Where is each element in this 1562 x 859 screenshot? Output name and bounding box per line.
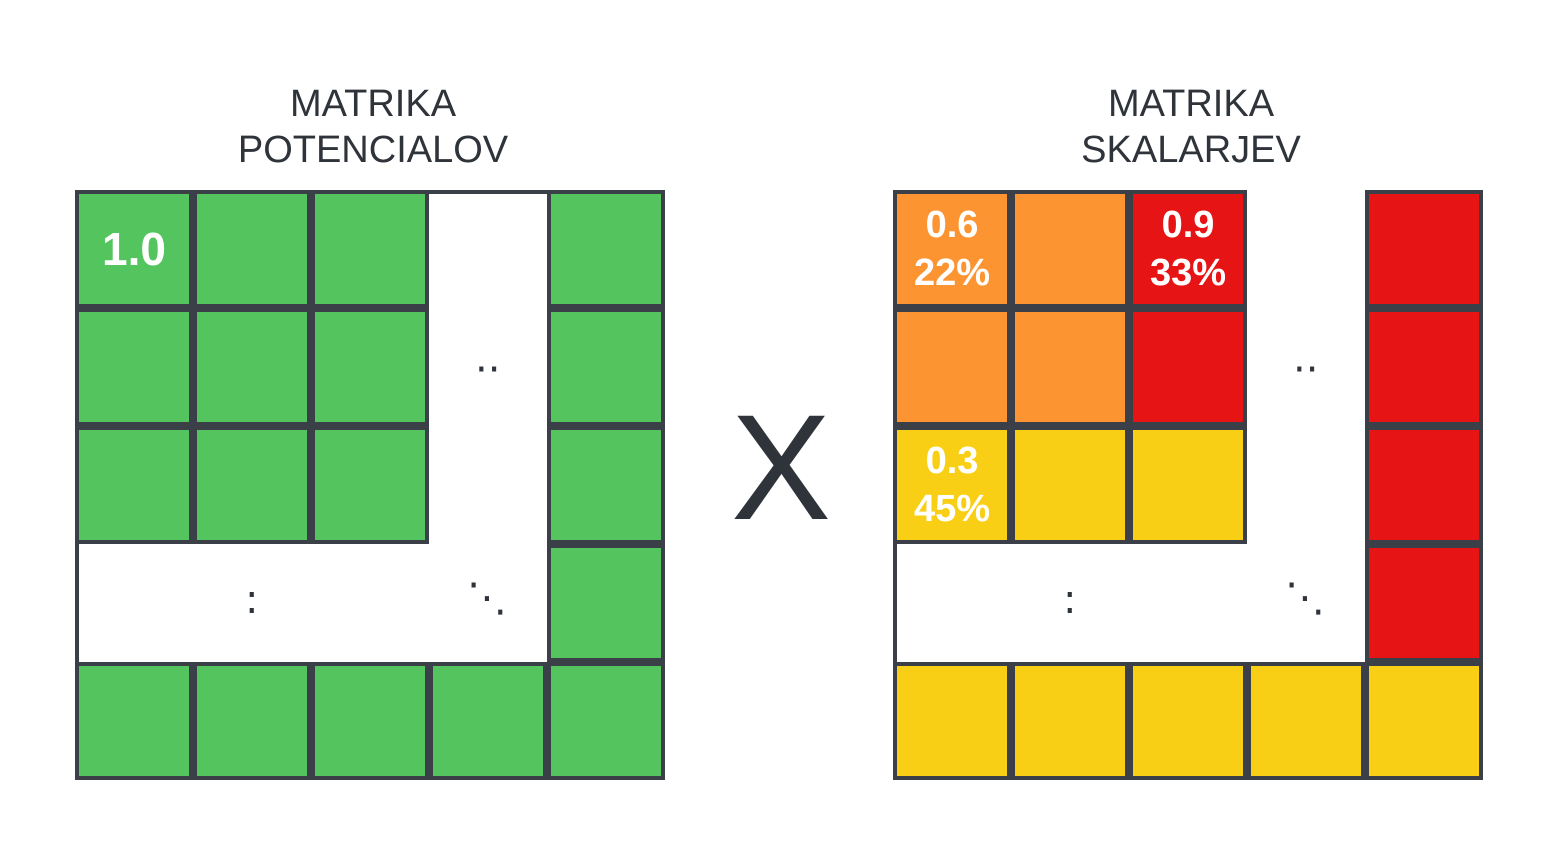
left-title-line2: POTENCIALOV (237, 129, 509, 171)
potential-cell (311, 662, 429, 780)
potential-cell (193, 190, 311, 308)
scalar-cell (1129, 426, 1247, 544)
potential-cell (311, 308, 429, 426)
potential-cell: 1.0 (75, 190, 193, 308)
potential-cell (547, 308, 665, 426)
potential-cell (193, 426, 311, 544)
scalar-cell: 0.3 45% (893, 426, 1011, 544)
left-border-segment (75, 544, 79, 662)
potential-cell (311, 190, 429, 308)
left-title-line1: MATRIKA (289, 83, 457, 125)
scalar-cell: 0.6 22% (893, 190, 1011, 308)
scalar-cell (1365, 190, 1483, 308)
potential-cell (311, 426, 429, 544)
scalar-value: 0.9 (1161, 204, 1215, 246)
potential-cell (547, 662, 665, 780)
potential-cell (547, 190, 665, 308)
right-title-line2: SKALARJEV (1081, 129, 1301, 171)
scalar-cell (1129, 662, 1247, 780)
scalar-label: 0.9 33% (1150, 201, 1226, 297)
scalar-label: 0.6 22% (914, 201, 990, 297)
potential-cell (429, 662, 547, 780)
left-border-segment (893, 544, 897, 662)
scalar-cell (1365, 662, 1483, 780)
top-border-segment (429, 190, 547, 194)
scalar-cell (893, 662, 1011, 780)
diagonal-ellipsis: ⋱ (467, 575, 507, 621)
potential-cell (193, 308, 311, 426)
left-matrix-title: MATRIKA POTENCIALOV (163, 81, 583, 173)
scalar-value: 0.6 (925, 204, 979, 246)
scalar-cell (1247, 662, 1365, 780)
scalar-cell (1011, 426, 1129, 544)
vertical-ellipsis: : (1063, 577, 1077, 623)
potential-cell (547, 426, 665, 544)
horizontal-ellipsis: ·· (1293, 347, 1319, 393)
vertical-ellipsis: : (245, 577, 259, 623)
scalar-cell (1365, 426, 1483, 544)
potential-cell (75, 662, 193, 780)
scalar-matrix: 0.6 22% 0.9 33% 0.3 45% ·· : ⋱ (893, 190, 1487, 784)
potential-cell (75, 426, 193, 544)
scalar-cell (1365, 308, 1483, 426)
potential-cell (193, 662, 311, 780)
scalar-label: 0.3 45% (914, 437, 990, 533)
scalar-percent: 45% (913, 488, 991, 530)
potential-matrix: 1.0 ·· : ⋱ (75, 190, 669, 784)
horizontal-ellipsis: ·· (475, 347, 501, 393)
scalar-percent: 33% (1149, 252, 1227, 294)
right-matrix-title: MATRIKA SKALARJEV (981, 81, 1401, 173)
scalar-cell (1365, 544, 1483, 662)
scalar-cell (1011, 662, 1129, 780)
potential-cell (547, 544, 665, 662)
scalar-cell (1129, 308, 1247, 426)
right-title-line1: MATRIKA (1107, 83, 1275, 125)
multiplication-operator: X (731, 383, 832, 551)
potential-value: 1.0 (102, 223, 166, 275)
scalar-cell (1011, 308, 1129, 426)
potential-cell (75, 308, 193, 426)
scalar-value: 0.3 (925, 440, 979, 482)
scalar-cell: 0.9 33% (1129, 190, 1247, 308)
scalar-cell (1011, 190, 1129, 308)
scalar-percent: 22% (913, 252, 991, 294)
diagonal-ellipsis: ⋱ (1285, 575, 1325, 621)
scalar-cell (893, 308, 1011, 426)
